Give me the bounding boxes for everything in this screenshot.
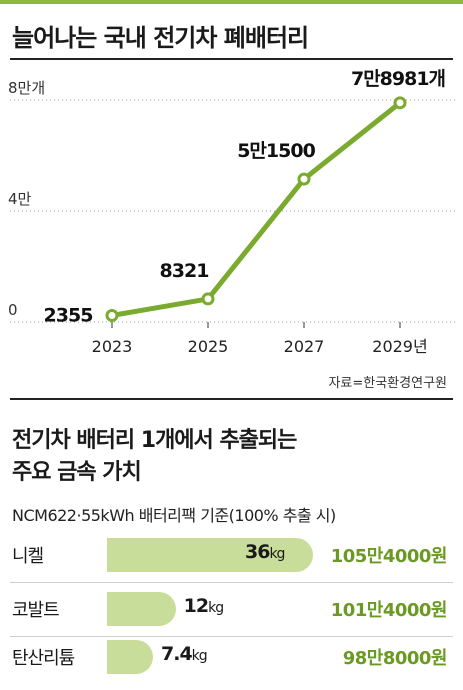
metal-bar <box>107 592 176 626</box>
x-tick-label: 2023 <box>92 337 133 356</box>
metal-kg-value: 36 <box>245 541 270 563</box>
metal-row: 탄산리튬 7.4kg 98만8000원 <box>0 636 463 680</box>
metal-won-value: 101만4000원 <box>330 600 448 621</box>
row-divider <box>10 582 453 583</box>
metal-kg-label: 12kg <box>183 595 224 617</box>
data-label: 2355 <box>44 304 93 326</box>
metal-bar <box>107 538 313 572</box>
metal-row: 코발트 12kg 101만4000원 <box>0 588 463 632</box>
metals-title-line1: 전기차 배터리 1개에서 추출되는 <box>12 428 297 453</box>
data-label: 5만1500 <box>237 140 315 162</box>
metal-won-value: 105만4000원 <box>330 546 448 567</box>
metals-title-line2: 주요 금속 가치 <box>12 460 142 485</box>
metals-subtitle: NCM622·55kWh 배터리팩 기준(100% 추출 시) <box>12 506 336 525</box>
x-tick-label: 2025 <box>188 337 229 356</box>
metal-bar <box>107 640 153 674</box>
x-tick-label: 2027 <box>284 337 325 356</box>
metal-kg-unit: kg <box>191 648 208 664</box>
metal-kg-label: 36kg <box>245 541 285 563</box>
row-divider <box>10 636 453 637</box>
top-accent-bar <box>0 0 463 4</box>
chart-title: 늘어나는 국내 전기차 폐배터리 <box>12 24 309 52</box>
line-chart: 0 4만 8만개 2023 2025 2027 2029년 2355 8321 5만1500 7만8… <box>8 68 455 356</box>
metal-kg-unit: kg <box>208 600 224 616</box>
y-tick-label: 8만개 <box>8 79 45 97</box>
source-note: 자료=한국환경연구원 <box>328 376 447 391</box>
metal-kg-label: 7.4kg <box>161 643 208 665</box>
data-label: 8321 <box>160 260 209 282</box>
data-point <box>297 172 311 186</box>
x-tick-label: 2029년 <box>372 337 427 356</box>
metal-name: 코발트 <box>12 600 60 621</box>
y-tick-label: 0 <box>8 301 18 319</box>
metal-kg-unit: kg <box>269 546 285 562</box>
y-tick-label: 4만 <box>8 190 32 208</box>
section-rule <box>10 398 453 400</box>
title-rule <box>10 58 453 60</box>
data-point <box>201 292 215 306</box>
series-line <box>111 100 402 318</box>
metal-kg-value: 12 <box>183 595 209 617</box>
data-point <box>393 96 407 110</box>
metal-kg-value: 7.4 <box>161 643 193 665</box>
data-point <box>105 308 119 322</box>
data-label: 7만8981개 <box>351 68 445 90</box>
metal-won-value: 98만8000원 <box>342 648 448 669</box>
metal-row: 니켈 36kg 105만4000원 <box>0 534 463 578</box>
metal-name: 니켈 <box>12 546 44 567</box>
metal-name: 탄산리튬 <box>12 648 75 669</box>
